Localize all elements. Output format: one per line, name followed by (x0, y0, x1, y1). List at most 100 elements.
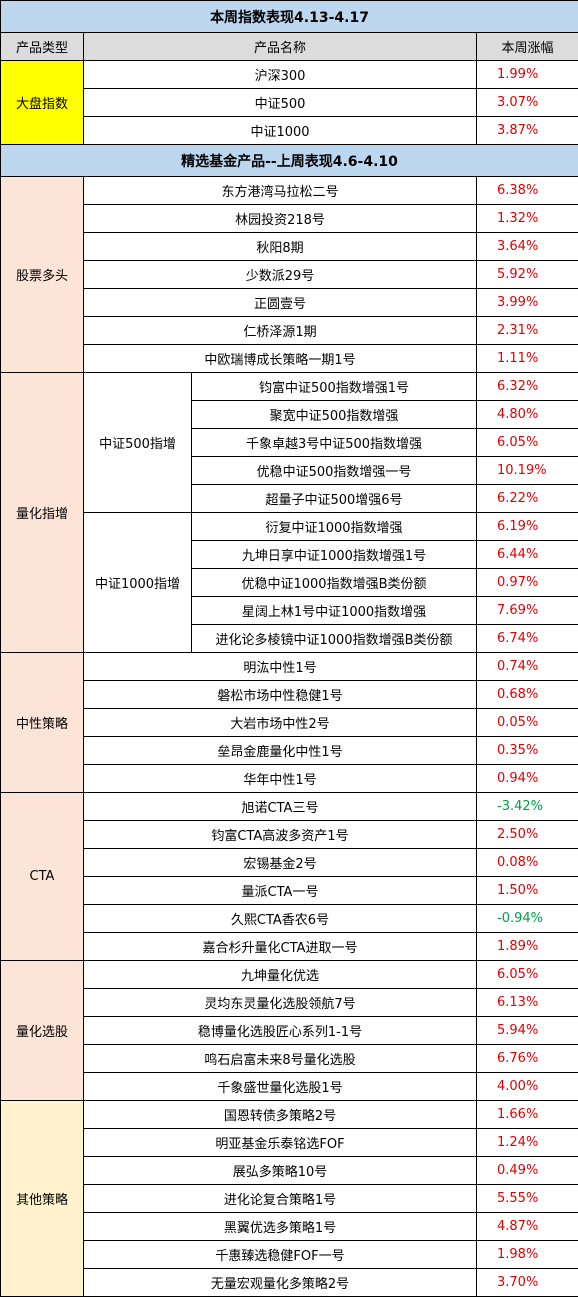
fund-change: 6.05% (477, 961, 578, 989)
fund-change: 0.49% (477, 1157, 578, 1185)
fund-change: 7.69% (477, 597, 578, 625)
fund-change: 5.92% (477, 261, 578, 289)
subcategory-sub1000: 中证1000指增 (84, 513, 192, 653)
subcategory-sub500: 中证500指增 (84, 373, 192, 513)
category-stock: 股票多头 (1, 177, 84, 373)
fund-change: 5.94% (477, 1017, 578, 1045)
fund-name: 国恩转债多策略2号 (84, 1101, 477, 1129)
fund-change: 6.05% (477, 429, 578, 457)
fund-name: 秋阳8期 (84, 233, 477, 261)
fund-name: 千象盛世量化选股1号 (84, 1073, 477, 1101)
fund-name: 黑翼优选多策略1号 (84, 1213, 477, 1241)
fund-name: 宏锡基金2号 (84, 849, 477, 877)
fund-name: 华年中性1号 (84, 765, 477, 793)
fund-change: 4.80% (477, 401, 578, 429)
fund-name: 鸣石启富未来8号量化选股 (84, 1045, 477, 1073)
fund-change: 6.76% (477, 1045, 578, 1073)
fund-name: 进化论复合策略1号 (84, 1185, 477, 1213)
fund-change: 6.22% (477, 485, 578, 513)
fund-name: 旭诺CTA三号 (84, 793, 477, 821)
category-index: 大盘指数 (1, 61, 84, 145)
fund-change: 0.97% (477, 569, 578, 597)
fund-name: 千惠臻选稳健FOF一号 (84, 1241, 477, 1269)
fund-name: 东方港湾马拉松二号 (84, 177, 477, 205)
fund-name: 久熙CTA香农6号 (84, 905, 477, 933)
fund-name: 九坤日享中证1000指数增强1号 (192, 541, 477, 569)
index-change: 3.07% (477, 89, 578, 117)
fund-change: 0.05% (477, 709, 578, 737)
fund-change: 0.94% (477, 765, 578, 793)
index-row: 中证500 3.07% (1, 89, 578, 117)
fund-change: 3.70% (477, 1269, 578, 1297)
fund-change: 6.38% (477, 177, 578, 205)
fund-name: 中欧瑞博成长策略一期1号 (84, 345, 477, 373)
fund-name: 星阔上林1号中证1000指数增强 (192, 597, 477, 625)
index-name: 沪深300 (84, 61, 477, 89)
fund-title: 精选基金产品--上周表现4.6-4.10 (1, 145, 578, 177)
index-name: 中证1000 (84, 117, 477, 145)
header-type: 产品类型 (1, 33, 84, 61)
fund-change: -0.94% (477, 905, 578, 933)
category-neutral: 中性策略 (1, 653, 84, 793)
category-other: 其他策略 (1, 1101, 84, 1297)
index-title: 本周指数表现4.13-4.17 (1, 1, 578, 33)
fund-change: 1.66% (477, 1101, 578, 1129)
fund-change: 2.31% (477, 317, 578, 345)
fund-change: 3.64% (477, 233, 578, 261)
category-cta: CTA (1, 793, 84, 961)
fund-name: 优稳中证500指数增强一号 (192, 457, 477, 485)
fund-name: 超量子中证500增强6号 (192, 485, 477, 513)
fund-name: 展弘多策略10号 (84, 1157, 477, 1185)
fund-name: 磐松市场中性稳健1号 (84, 681, 477, 709)
category-quant: 量化指增 (1, 373, 84, 653)
fund-change: 0.68% (477, 681, 578, 709)
fund-name: 衍复中证1000指数增强 (192, 513, 477, 541)
index-name: 中证500 (84, 89, 477, 117)
index-change: 3.87% (477, 117, 578, 145)
fund-name: 林园投资218号 (84, 205, 477, 233)
fund-change: 4.00% (477, 1073, 578, 1101)
fund-change: 10.19% (477, 457, 578, 485)
fund-title-row: 精选基金产品--上周表现4.6-4.10 (1, 145, 578, 177)
fund-name: 钧富中证500指数增强1号 (192, 373, 477, 401)
fund-change: 3.99% (477, 289, 578, 317)
fund-name: 进化论多棱镜中证1000指数增强B类份额 (192, 625, 477, 653)
fund-change: 1.89% (477, 933, 578, 961)
fund-change: 0.08% (477, 849, 578, 877)
fund-name: 稳博量化选股匠心系列1-1号 (84, 1017, 477, 1045)
index-row: 大盘指数 沪深300 1.99% (1, 61, 578, 89)
fund-change: 6.13% (477, 989, 578, 1017)
fund-name: 九坤量化优选 (84, 961, 477, 989)
fund-change: 6.32% (477, 373, 578, 401)
fund-change: 0.74% (477, 653, 578, 681)
fund-name: 大岩市场中性2号 (84, 709, 477, 737)
fund-change: 1.32% (477, 205, 578, 233)
fund-name: 明汯中性1号 (84, 653, 477, 681)
fund-name: 聚宽中证500指数增强 (192, 401, 477, 429)
fund-name: 灵均东灵量化选股领航7号 (84, 989, 477, 1017)
